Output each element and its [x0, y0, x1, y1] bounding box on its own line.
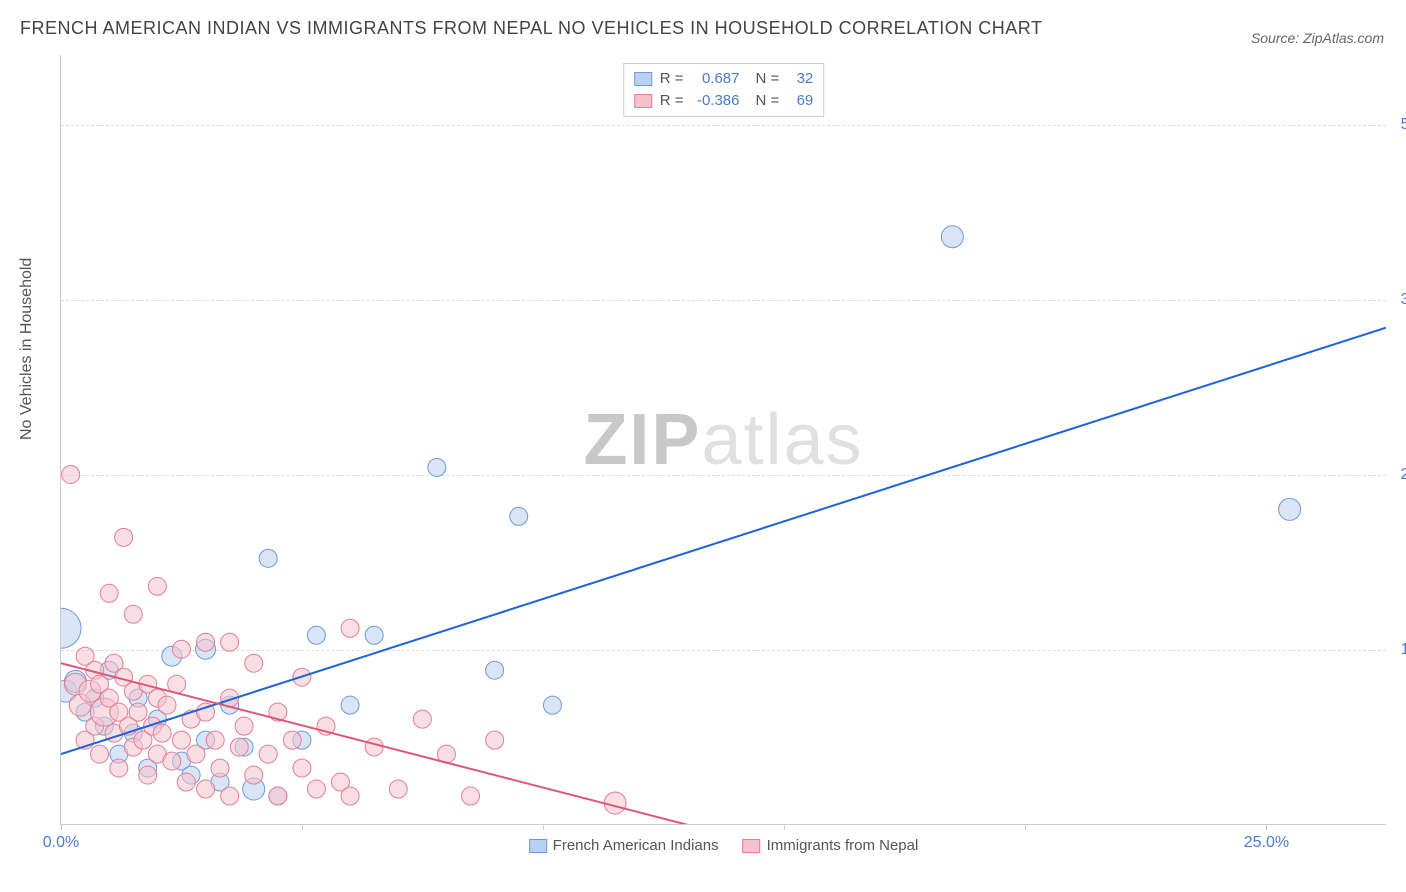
data-point — [604, 792, 626, 814]
legend-swatch — [634, 72, 652, 86]
chart-title: FRENCH AMERICAN INDIAN VS IMMIGRANTS FRO… — [20, 18, 1042, 39]
legend-swatch — [529, 839, 547, 853]
legend-label: Immigrants from Nepal — [767, 837, 919, 854]
data-point — [307, 626, 325, 644]
data-point — [158, 696, 176, 714]
data-point — [91, 745, 109, 763]
series-legend: French American Indians Immigrants from N… — [529, 837, 919, 854]
data-point — [428, 458, 446, 476]
data-point — [110, 759, 128, 777]
data-point — [510, 507, 528, 525]
data-point — [129, 703, 147, 721]
legend-item: French American Indians — [529, 837, 719, 854]
legend-r-value: -0.386 — [690, 90, 740, 112]
legend-n-label: N = — [756, 90, 780, 112]
source-attribution: Source: ZipAtlas.com — [1251, 30, 1384, 46]
data-point — [941, 226, 963, 248]
data-point — [365, 626, 383, 644]
data-point — [543, 696, 561, 714]
data-point — [172, 731, 190, 749]
data-point — [153, 724, 171, 742]
x-tick — [1025, 824, 1026, 830]
legend-r-label: R = — [660, 90, 684, 112]
data-point — [62, 465, 80, 483]
legend-swatch — [634, 94, 652, 108]
data-point — [139, 766, 157, 784]
y-tick-label: 50.0% — [1391, 116, 1406, 134]
x-tick — [1266, 824, 1267, 830]
correlation-legend: R = 0.687 N =32 R = -0.386 N =69 — [623, 63, 825, 117]
data-point — [245, 654, 263, 672]
data-point — [177, 773, 195, 791]
data-point — [172, 640, 190, 658]
x-tick-label: 25.0% — [1244, 834, 1289, 852]
data-point — [293, 759, 311, 777]
data-point — [1279, 498, 1301, 520]
data-point — [413, 710, 431, 728]
data-point — [341, 787, 359, 805]
data-point — [187, 745, 205, 763]
data-point — [221, 787, 239, 805]
data-point — [283, 731, 301, 749]
data-point — [115, 528, 133, 546]
legend-swatch — [743, 839, 761, 853]
x-tick — [302, 824, 303, 830]
y-tick-label: 25.0% — [1391, 466, 1406, 484]
data-point — [307, 780, 325, 798]
legend-row: R = -0.386 N =69 — [634, 90, 814, 112]
data-point — [245, 766, 263, 784]
legend-r-value: 0.687 — [690, 68, 740, 90]
legend-label: French American Indians — [553, 837, 719, 854]
x-tick — [784, 824, 785, 830]
data-point — [100, 584, 118, 602]
y-tick-label: 12.5% — [1391, 641, 1406, 659]
legend-item: Immigrants from Nepal — [743, 837, 919, 854]
legend-n-value: 32 — [785, 68, 813, 90]
data-point — [221, 633, 239, 651]
x-tick-label: 0.0% — [43, 834, 79, 852]
data-point — [462, 787, 480, 805]
data-point — [61, 608, 81, 648]
data-point — [269, 787, 287, 805]
legend-n-value: 69 — [785, 90, 813, 112]
data-point — [259, 745, 277, 763]
x-tick — [543, 824, 544, 830]
chart-plot-area: ZIPatlas R =0.687N =32R =-0.386N =69 Fre… — [60, 55, 1386, 825]
trend-line — [61, 328, 1386, 754]
data-point — [197, 780, 215, 798]
data-point — [486, 661, 504, 679]
data-point — [211, 759, 229, 777]
legend-r-label: R = — [660, 68, 684, 90]
x-tick — [61, 824, 62, 830]
data-point — [259, 549, 277, 567]
legend-row: R = 0.687 N =32 — [634, 68, 814, 90]
scatter-plot-svg — [61, 55, 1386, 824]
data-point — [124, 605, 142, 623]
data-point — [341, 696, 359, 714]
data-point — [206, 731, 224, 749]
y-tick-label: 37.5% — [1391, 291, 1406, 309]
data-point — [341, 619, 359, 637]
data-point — [197, 633, 215, 651]
data-point — [235, 717, 253, 735]
legend-n-label: N = — [756, 68, 780, 90]
y-axis-label: No Vehicles in Household — [18, 258, 36, 440]
data-point — [230, 738, 248, 756]
data-point — [486, 731, 504, 749]
data-point — [163, 752, 181, 770]
data-point — [389, 780, 407, 798]
data-point — [365, 738, 383, 756]
data-point — [148, 577, 166, 595]
